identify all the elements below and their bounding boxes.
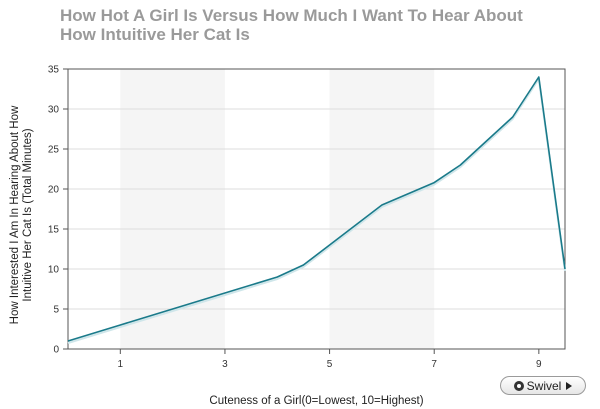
y-axis-title-line-1: Intuitive Her Cat Is (Total Minutes)	[22, 128, 34, 301]
x-tick-label-9: 9	[536, 359, 542, 370]
x-tick-label-1: 1	[118, 359, 124, 370]
y-tick-label-10: 10	[48, 265, 60, 276]
band-1	[329, 69, 435, 349]
play-arrow-icon	[566, 381, 573, 390]
series-line-0	[67, 76, 566, 342]
x-tick-label-5: 5	[327, 359, 333, 370]
swivel-button[interactable]: Swivel	[500, 376, 586, 395]
x-tick-label-7: 7	[431, 359, 437, 370]
series-line-shadow-0	[67, 78, 566, 344]
gridlines	[68, 108, 565, 310]
chart-title: How Hot A Girl Is Versus How Much I Want…	[60, 6, 523, 44]
x-tick-label-3: 3	[222, 359, 228, 370]
plot-frame	[67, 68, 566, 350]
x-axis-title: Cuteness of a Girl(0=Lowest, 10=Highest)	[209, 395, 423, 407]
x-axis-ticks: 1 3 5 7 9	[118, 349, 542, 370]
y-tick-label-30: 30	[48, 105, 60, 116]
y-axis-ticks: 0 5 10 15 20 25 30 35	[48, 65, 68, 356]
y-axis-title: How Interested I Am In Hearing About How…	[9, 105, 34, 324]
y-tick-label-0: 0	[53, 345, 59, 356]
swivel-label: Swivel	[526, 378, 562, 393]
y-tick-label-15: 15	[48, 225, 60, 236]
y-tick-label-20: 20	[48, 185, 60, 196]
y-tick-label-35: 35	[48, 65, 60, 76]
band-0	[120, 69, 225, 349]
y-tick-label-25: 25	[48, 145, 60, 156]
swivel-logo-icon	[513, 380, 524, 391]
y-axis-title-line-0: How Interested I Am In Hearing About How	[9, 105, 21, 324]
series-layer	[67, 76, 566, 344]
y-tick-label-5: 5	[53, 305, 59, 316]
background-bands	[120, 69, 435, 349]
